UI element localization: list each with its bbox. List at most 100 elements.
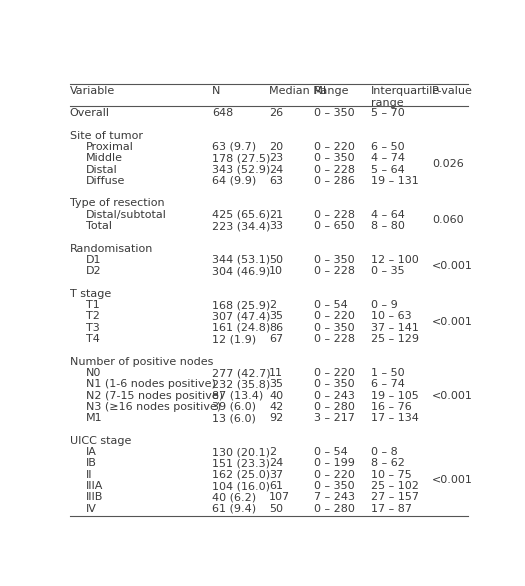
Text: D2: D2 [86,266,102,276]
Text: 6 – 50: 6 – 50 [371,142,404,152]
Text: Distal/subtotal: Distal/subtotal [86,210,167,220]
Text: 0 – 228: 0 – 228 [314,334,355,344]
Text: 21: 21 [269,210,283,220]
Text: 10: 10 [269,266,283,276]
Text: 87 (13.4): 87 (13.4) [212,391,264,401]
Text: IA: IA [86,447,97,457]
Text: 0 – 35: 0 – 35 [371,266,404,276]
Text: <0.001: <0.001 [432,391,472,401]
Text: IIIB: IIIB [86,492,103,502]
Text: II: II [86,470,92,480]
Text: 344 (53.1): 344 (53.1) [212,255,270,265]
Text: 161 (24.8): 161 (24.8) [212,323,270,333]
Text: <0.001: <0.001 [432,317,472,327]
Text: 0.060: 0.060 [432,216,464,226]
Text: UICC stage: UICC stage [70,436,131,446]
Text: 16 – 76: 16 – 76 [371,402,412,412]
Text: N1 (1-6 nodes positive): N1 (1-6 nodes positive) [86,379,216,389]
Text: 648: 648 [212,108,233,118]
Text: 24: 24 [269,458,284,468]
Text: Median MI: Median MI [269,86,326,96]
Text: Total: Total [86,221,112,231]
Text: 4 – 64: 4 – 64 [371,210,405,220]
Text: 232 (35.8): 232 (35.8) [212,379,270,389]
Text: 10 – 63: 10 – 63 [371,312,412,322]
Text: Proximal: Proximal [86,142,134,152]
Text: 33: 33 [269,221,283,231]
Text: 23: 23 [269,153,283,163]
Text: 151 (23.3): 151 (23.3) [212,458,270,468]
Text: 0 – 350: 0 – 350 [314,255,354,265]
Text: 26: 26 [269,108,283,118]
Text: 12 – 100: 12 – 100 [371,255,418,265]
Text: Randomisation: Randomisation [70,244,153,254]
Text: 0 – 228: 0 – 228 [314,266,355,276]
Text: 11: 11 [269,368,283,378]
Text: 35: 35 [269,312,283,322]
Text: 0 – 350: 0 – 350 [314,481,354,491]
Text: Range: Range [314,86,349,96]
Text: M1: M1 [86,413,102,423]
Text: 0 – 220: 0 – 220 [314,470,355,480]
Text: Type of resection: Type of resection [70,199,164,209]
Text: 104 (16.0): 104 (16.0) [212,481,270,491]
Text: 40: 40 [269,391,283,401]
Text: 223 (34.4): 223 (34.4) [212,221,270,231]
Text: 1 – 50: 1 – 50 [371,368,404,378]
Text: 0 – 199: 0 – 199 [314,458,355,468]
Text: T4: T4 [86,334,100,344]
Text: IB: IB [86,458,97,468]
Text: 61: 61 [269,481,283,491]
Text: Distal: Distal [86,165,118,175]
Text: 50: 50 [269,504,283,514]
Text: 0 – 350: 0 – 350 [314,323,354,333]
Text: N0: N0 [86,368,101,378]
Text: 24: 24 [269,165,284,175]
Text: 10 – 75: 10 – 75 [371,470,412,480]
Text: 277 (42.7): 277 (42.7) [212,368,271,378]
Text: 7 – 243: 7 – 243 [314,492,355,502]
Text: 178 (27.5): 178 (27.5) [212,153,270,163]
Text: 304 (46.9): 304 (46.9) [212,266,270,276]
Text: N2 (7-15 nodes positive): N2 (7-15 nodes positive) [86,391,223,401]
Text: 425 (65.6): 425 (65.6) [212,210,270,220]
Text: 35: 35 [269,379,283,389]
Text: 3 – 217: 3 – 217 [314,413,355,423]
Text: <0.001: <0.001 [432,261,472,271]
Text: 50: 50 [269,255,283,265]
Text: 0 – 350: 0 – 350 [314,108,354,118]
Text: 20: 20 [269,142,283,152]
Text: 67: 67 [269,334,283,344]
Text: 37 – 141: 37 – 141 [371,323,418,333]
Text: 2: 2 [269,447,276,457]
Text: T1: T1 [86,300,100,310]
Text: Overall: Overall [70,108,110,118]
Text: 12 (1.9): 12 (1.9) [212,334,256,344]
Text: 0 – 54: 0 – 54 [314,300,348,310]
Text: Interquartile
range: Interquartile range [371,86,440,108]
Text: T stage: T stage [70,289,111,299]
Text: 0.026: 0.026 [432,159,464,169]
Text: 162 (25.0): 162 (25.0) [212,470,270,480]
Text: 0 – 228: 0 – 228 [314,210,355,220]
Text: 61 (9.4): 61 (9.4) [212,504,256,514]
Text: 6 – 74: 6 – 74 [371,379,405,389]
Text: 64 (9.9): 64 (9.9) [212,176,256,186]
Text: 0 – 286: 0 – 286 [314,176,355,186]
Text: 19 – 131: 19 – 131 [371,176,418,186]
Text: 27 – 157: 27 – 157 [371,492,419,502]
Text: Site of tumor: Site of tumor [70,131,143,141]
Text: 307 (47.4): 307 (47.4) [212,312,270,322]
Text: 343 (52.9): 343 (52.9) [212,165,270,175]
Text: 0 – 228: 0 – 228 [314,165,355,175]
Text: 0 – 8: 0 – 8 [371,447,397,457]
Text: 0 – 220: 0 – 220 [314,312,355,322]
Text: IV: IV [86,504,97,514]
Text: 8 – 80: 8 – 80 [371,221,405,231]
Text: D1: D1 [86,255,101,265]
Text: IIIA: IIIA [86,481,103,491]
Text: 86: 86 [269,323,283,333]
Text: 25 – 102: 25 – 102 [371,481,418,491]
Text: 0 – 9: 0 – 9 [371,300,397,310]
Text: 92: 92 [269,413,284,423]
